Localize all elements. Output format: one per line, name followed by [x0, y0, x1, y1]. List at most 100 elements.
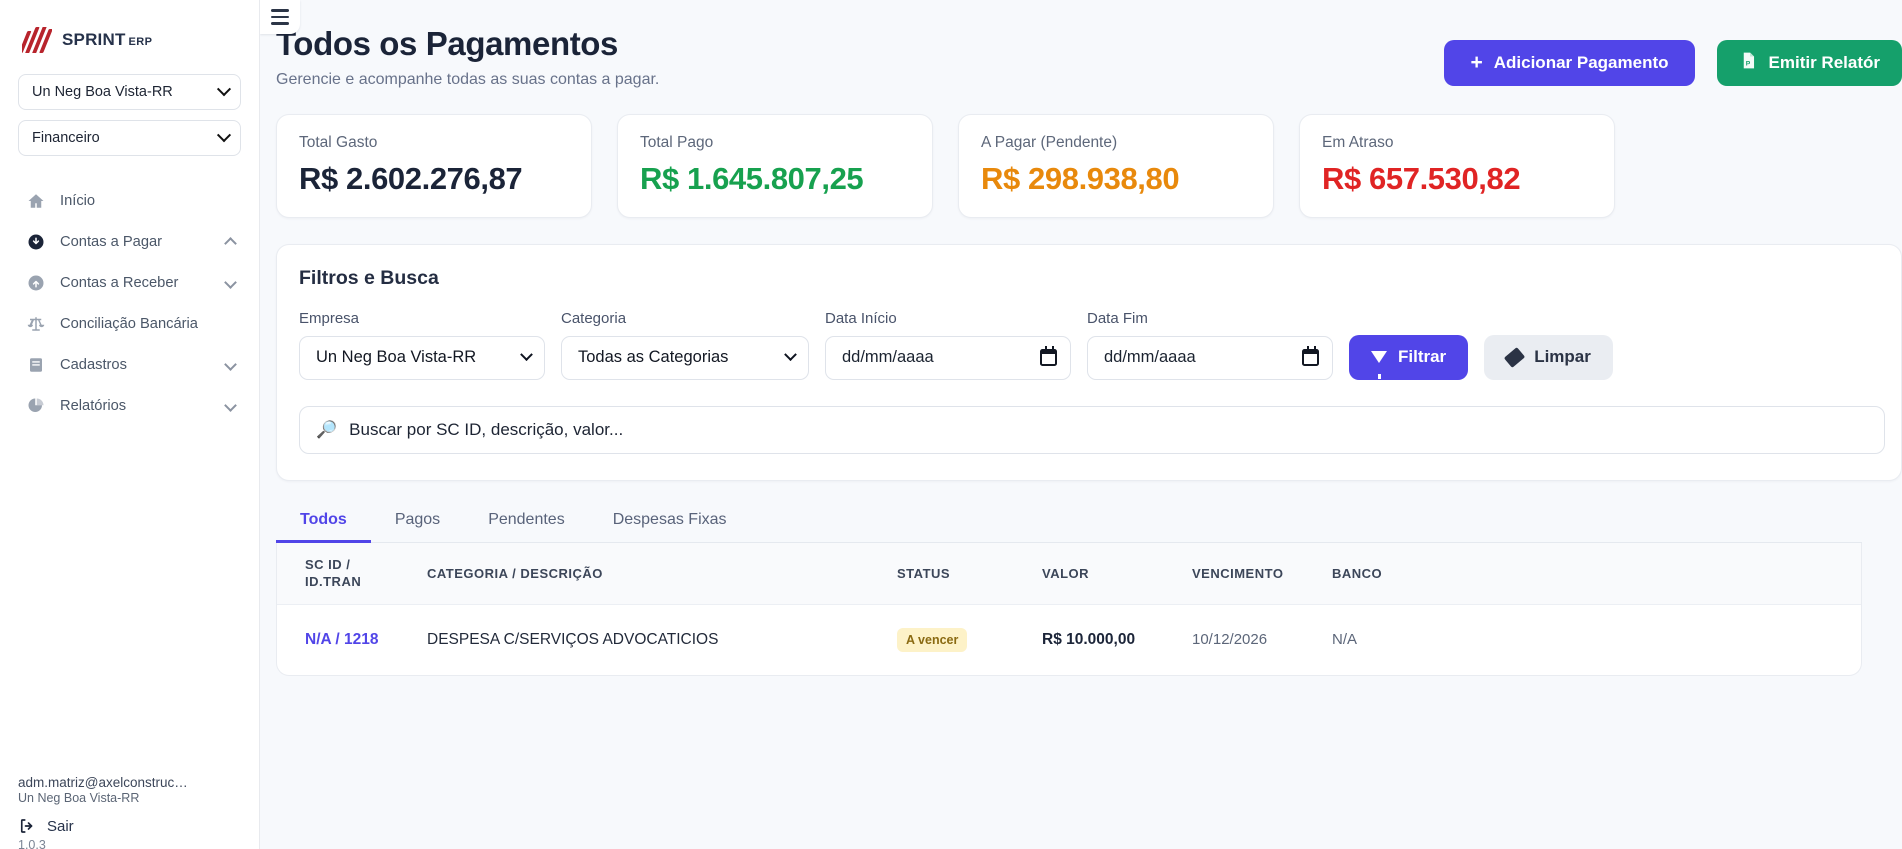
filters-title: Filtros e Busca — [299, 266, 439, 289]
page-title: Todos os Pagamentos — [276, 25, 619, 62]
data-fim-value: dd/mm/aaaa — [1104, 348, 1196, 367]
column-header-status: STATUS — [897, 565, 951, 581]
user-org: Un Neg Boa Vista-RR — [18, 791, 140, 805]
cell-descricao: DESPESA C/SERVIÇOS ADVOCATICIOS — [427, 630, 719, 648]
page-subtitle: Gerencie e acompanhe todas as suas conta… — [276, 70, 660, 88]
cell-banco: N/A — [1332, 631, 1358, 649]
company-select[interactable]: Un Neg Boa Vista-RR — [18, 74, 241, 110]
categoria-label: Categoria — [561, 309, 627, 327]
page-content: Todos os Pagamentos Gerencie e acompanhe… — [260, 0, 1902, 676]
cell-valor: R$ 10.000,00 — [1042, 630, 1136, 648]
sidebar-item-label: Contas a Pagar — [60, 233, 163, 250]
brand: SPRINT ERP — [0, 14, 259, 60]
chevron-down-icon — [216, 82, 232, 97]
hamburger-menu-icon[interactable] — [260, 0, 300, 34]
empresa-select[interactable]: Un Neg Boa Vista-RR — [299, 335, 545, 380]
book-icon — [26, 355, 45, 374]
tab-pendentes[interactable]: Pendentes — [488, 510, 565, 528]
sidebar-item-label: Contas a Receber — [60, 274, 179, 291]
add-payment-label: Adicionar Pagamento — [1493, 53, 1669, 72]
stat-label: A Pagar (Pendente) — [981, 133, 1118, 151]
filter-button-label: Filtrar — [1398, 347, 1447, 367]
calendar-icon[interactable] — [1302, 346, 1319, 367]
column-header-valor: VALOR — [1042, 565, 1090, 581]
sidebar-item-cadastros[interactable]: Cadastros — [0, 344, 259, 385]
filters-panel: Filtros e Busca Empresa Un Neg Boa Vista… — [276, 243, 1902, 481]
payments-tabs-section: Todos Pagos Pendentes Despesas Fixas SC … — [276, 511, 1902, 676]
empresa-value: Un Neg Boa Vista-RR — [316, 348, 477, 367]
chevron-down-icon — [216, 128, 232, 143]
categoria-select[interactable]: Todas as Categorias — [561, 335, 809, 380]
logout-button[interactable]: Sair — [18, 817, 260, 835]
table-row[interactable]: N/A / 1218 DESPESA C/SERVIÇOS ADVOCATICI… — [277, 605, 1861, 675]
stat-card-total-pago: Total Pago R$ 1.645.807,25 — [617, 113, 933, 218]
data-fim-input[interactable]: dd/mm/aaaa — [1087, 335, 1333, 380]
chevron-down-icon[interactable] — [224, 276, 237, 289]
cell-status: A vencer — [897, 627, 1042, 652]
add-payment-button[interactable]: + Adicionar Pagamento — [1444, 40, 1695, 86]
emit-report-label: Emitir Relatór — [1768, 53, 1880, 72]
sidebar-item-contas-a-pagar[interactable]: Contas a Pagar — [0, 221, 259, 262]
clear-button-label: Limpar — [1534, 347, 1591, 367]
sidebar-item-label: Cadastros — [60, 356, 127, 373]
module-select-value: Financeiro — [32, 130, 100, 146]
column-header-vencimento: VENCIMENTO — [1192, 565, 1284, 581]
status-badge: A vencer — [897, 627, 968, 652]
clear-filters-button[interactable]: Limpar — [1484, 334, 1613, 380]
chevron-down-icon[interactable] — [224, 358, 237, 371]
stat-label: Total Pago — [640, 133, 714, 151]
sidebar-item-relatorios[interactable]: Relatórios — [0, 385, 259, 426]
data-inicio-value: dd/mm/aaaa — [842, 348, 934, 367]
sidebar-nav: Início Contas a Pagar Contas a Receber — [0, 180, 259, 426]
eraser-icon — [1503, 347, 1526, 368]
company-select-value: Un Neg Boa Vista-RR — [32, 84, 173, 100]
sidebar-item-contas-a-receber[interactable]: Contas a Receber — [0, 262, 259, 303]
tab-pagos[interactable]: Pagos — [394, 510, 441, 528]
empresa-label: Empresa — [299, 309, 360, 327]
filters-row: Empresa Un Neg Boa Vista-RR Categoria To… — [299, 310, 1901, 380]
sidebar-item-inicio[interactable]: Início — [0, 180, 259, 221]
payments-tabs: Todos Pagos Pendentes Despesas Fixas — [276, 511, 1862, 543]
logout-icon — [18, 817, 36, 835]
sidebar-footer: adm.matriz@axelconstruc… Un Neg Boa Vist… — [0, 775, 260, 849]
header-actions: + Adicionar Pagamento P Emitir Relatór — [1424, 40, 1902, 86]
column-header-line1: SC ID / — [305, 556, 351, 572]
filter-button[interactable]: Filtrar — [1349, 334, 1469, 380]
emit-report-button[interactable]: P Emitir Relatór — [1716, 40, 1902, 86]
stat-card-a-pagar: A Pagar (Pendente) R$ 298.938,80 — [958, 113, 1274, 218]
cell-sc-id[interactable]: N/A / 1218 — [305, 630, 379, 648]
chevron-down-icon[interactable] — [224, 399, 237, 412]
sidebar-item-conciliacao-bancaria[interactable]: Conciliação Bancária — [0, 303, 259, 344]
data-fim-label: Data Fim — [1087, 309, 1148, 327]
field-data-inicio: Data Início dd/mm/aaaa — [825, 310, 1071, 380]
stat-value: R$ 1.645.807,25 — [640, 160, 864, 196]
stat-card-total-gasto: Total Gasto R$ 2.602.276,87 — [276, 113, 592, 218]
stat-value: R$ 2.602.276,87 — [299, 160, 523, 196]
scales-icon — [26, 314, 45, 333]
stat-label: Em Atraso — [1322, 133, 1394, 151]
field-empresa: Empresa Un Neg Boa Vista-RR — [299, 310, 545, 380]
main-content: Todos os Pagamentos Gerencie e acompanhe… — [260, 0, 1902, 849]
module-select[interactable]: Financeiro — [18, 120, 241, 156]
sidebar: SPRINT ERP Un Neg Boa Vista-RR Financeiro… — [0, 0, 260, 849]
field-data-fim: Data Fim dd/mm/aaaa — [1087, 310, 1333, 380]
search-row: 🔎 Buscar por SC ID, descrição, valor... — [299, 405, 1901, 454]
pie-chart-icon — [26, 396, 45, 415]
sidebar-item-label: Relatórios — [60, 397, 127, 414]
tab-despesas-fixas[interactable]: Despesas Fixas — [612, 510, 727, 528]
chevron-up-icon[interactable] — [224, 237, 237, 250]
pdf-file-icon: P — [1739, 50, 1758, 76]
brand-text: SPRINT ERP — [62, 30, 152, 50]
cell-vencimento: 10/12/2026 — [1192, 631, 1268, 649]
funnel-icon — [1371, 351, 1387, 380]
column-header-categoria-descricao: CATEGORIA / DESCRIÇÃO — [427, 565, 603, 581]
search-input[interactable]: 🔎 Buscar por SC ID, descrição, valor... — [299, 405, 1885, 454]
data-inicio-label: Data Início — [825, 309, 897, 327]
sidebar-item-label: Conciliação Bancária — [60, 315, 198, 332]
data-inicio-input[interactable]: dd/mm/aaaa — [825, 335, 1071, 380]
calendar-icon[interactable] — [1040, 346, 1057, 367]
stat-value: R$ 298.938,80 — [981, 160, 1180, 196]
chevron-down-icon — [520, 348, 533, 362]
tab-todos[interactable]: Todos — [276, 511, 371, 543]
